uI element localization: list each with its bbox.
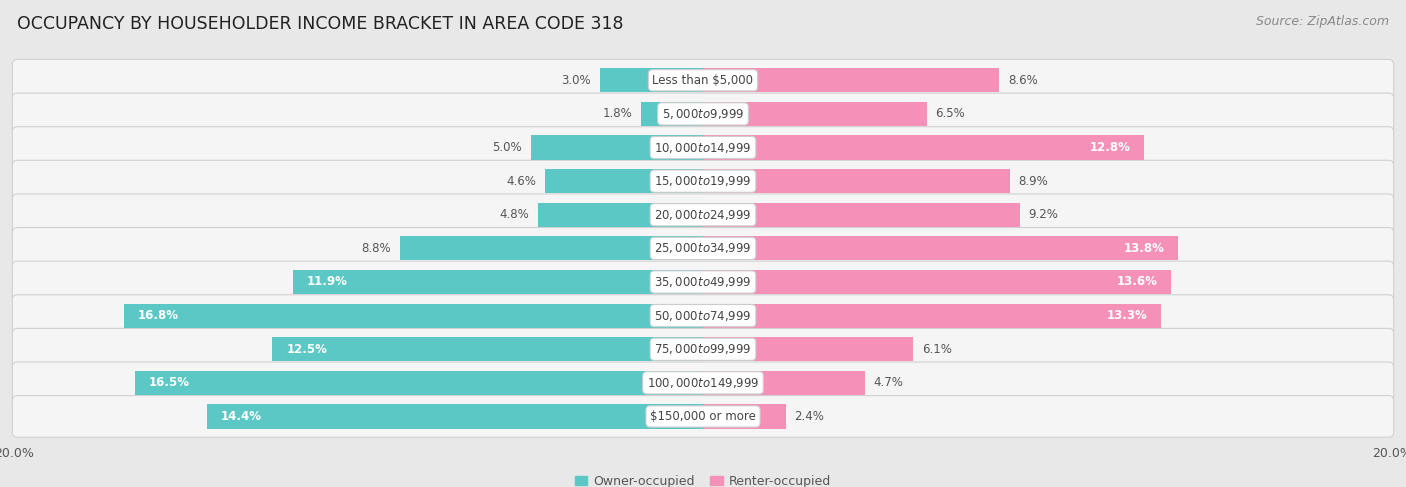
Text: 2.4%: 2.4% <box>794 410 824 423</box>
Text: 13.3%: 13.3% <box>1107 309 1147 322</box>
Text: 3.0%: 3.0% <box>561 74 591 87</box>
Text: 13.8%: 13.8% <box>1123 242 1164 255</box>
FancyBboxPatch shape <box>13 295 1393 337</box>
Text: 12.8%: 12.8% <box>1090 141 1130 154</box>
FancyBboxPatch shape <box>13 127 1393 169</box>
Bar <box>703 303 1161 328</box>
Bar <box>537 203 703 227</box>
Text: 4.8%: 4.8% <box>499 208 529 221</box>
FancyBboxPatch shape <box>13 93 1393 135</box>
Text: $50,000 to $74,999: $50,000 to $74,999 <box>654 309 752 322</box>
Text: $20,000 to $24,999: $20,000 to $24,999 <box>654 208 752 222</box>
Text: Less than $5,000: Less than $5,000 <box>652 74 754 87</box>
FancyBboxPatch shape <box>13 261 1393 303</box>
Text: 16.5%: 16.5% <box>149 376 190 389</box>
Text: $100,000 to $149,999: $100,000 to $149,999 <box>647 376 759 390</box>
Bar <box>703 404 786 429</box>
Bar <box>599 68 703 93</box>
Text: $10,000 to $14,999: $10,000 to $14,999 <box>654 141 752 154</box>
FancyBboxPatch shape <box>13 362 1393 404</box>
Bar <box>703 236 1178 261</box>
Bar <box>273 337 703 361</box>
Bar <box>703 270 1171 294</box>
Bar <box>207 404 703 429</box>
Text: 4.7%: 4.7% <box>873 376 904 389</box>
FancyBboxPatch shape <box>13 160 1393 202</box>
Text: 9.2%: 9.2% <box>1029 208 1059 221</box>
Bar <box>641 102 703 126</box>
Text: 6.5%: 6.5% <box>935 108 966 120</box>
Bar <box>703 169 1010 193</box>
Text: 5.0%: 5.0% <box>492 141 522 154</box>
Text: $25,000 to $34,999: $25,000 to $34,999 <box>654 242 752 255</box>
Text: 13.6%: 13.6% <box>1116 276 1157 288</box>
Bar <box>292 270 703 294</box>
Text: $150,000 or more: $150,000 or more <box>650 410 756 423</box>
Bar <box>531 135 703 160</box>
FancyBboxPatch shape <box>13 59 1393 101</box>
Bar <box>703 337 912 361</box>
Text: 12.5%: 12.5% <box>287 343 328 356</box>
Text: $5,000 to $9,999: $5,000 to $9,999 <box>662 107 744 121</box>
Bar <box>703 203 1019 227</box>
Text: 4.6%: 4.6% <box>506 175 536 187</box>
Text: 8.6%: 8.6% <box>1008 74 1038 87</box>
Bar <box>124 303 703 328</box>
Text: 11.9%: 11.9% <box>307 276 347 288</box>
FancyBboxPatch shape <box>13 194 1393 236</box>
Text: 1.8%: 1.8% <box>603 108 633 120</box>
FancyBboxPatch shape <box>13 395 1393 437</box>
Text: 8.9%: 8.9% <box>1018 175 1047 187</box>
Text: 14.4%: 14.4% <box>221 410 262 423</box>
Text: $75,000 to $99,999: $75,000 to $99,999 <box>654 342 752 356</box>
Text: 8.8%: 8.8% <box>361 242 391 255</box>
Text: $35,000 to $49,999: $35,000 to $49,999 <box>654 275 752 289</box>
Bar <box>703 102 927 126</box>
FancyBboxPatch shape <box>13 328 1393 370</box>
Bar <box>703 68 1000 93</box>
Bar <box>544 169 703 193</box>
Text: 6.1%: 6.1% <box>922 343 952 356</box>
Bar <box>135 371 703 395</box>
Text: $15,000 to $19,999: $15,000 to $19,999 <box>654 174 752 188</box>
Text: OCCUPANCY BY HOUSEHOLDER INCOME BRACKET IN AREA CODE 318: OCCUPANCY BY HOUSEHOLDER INCOME BRACKET … <box>17 15 623 33</box>
Text: 16.8%: 16.8% <box>138 309 179 322</box>
Text: Source: ZipAtlas.com: Source: ZipAtlas.com <box>1256 15 1389 28</box>
FancyBboxPatch shape <box>13 227 1393 269</box>
Bar <box>703 135 1144 160</box>
Legend: Owner-occupied, Renter-occupied: Owner-occupied, Renter-occupied <box>569 470 837 487</box>
Bar <box>399 236 703 261</box>
Bar <box>703 371 865 395</box>
